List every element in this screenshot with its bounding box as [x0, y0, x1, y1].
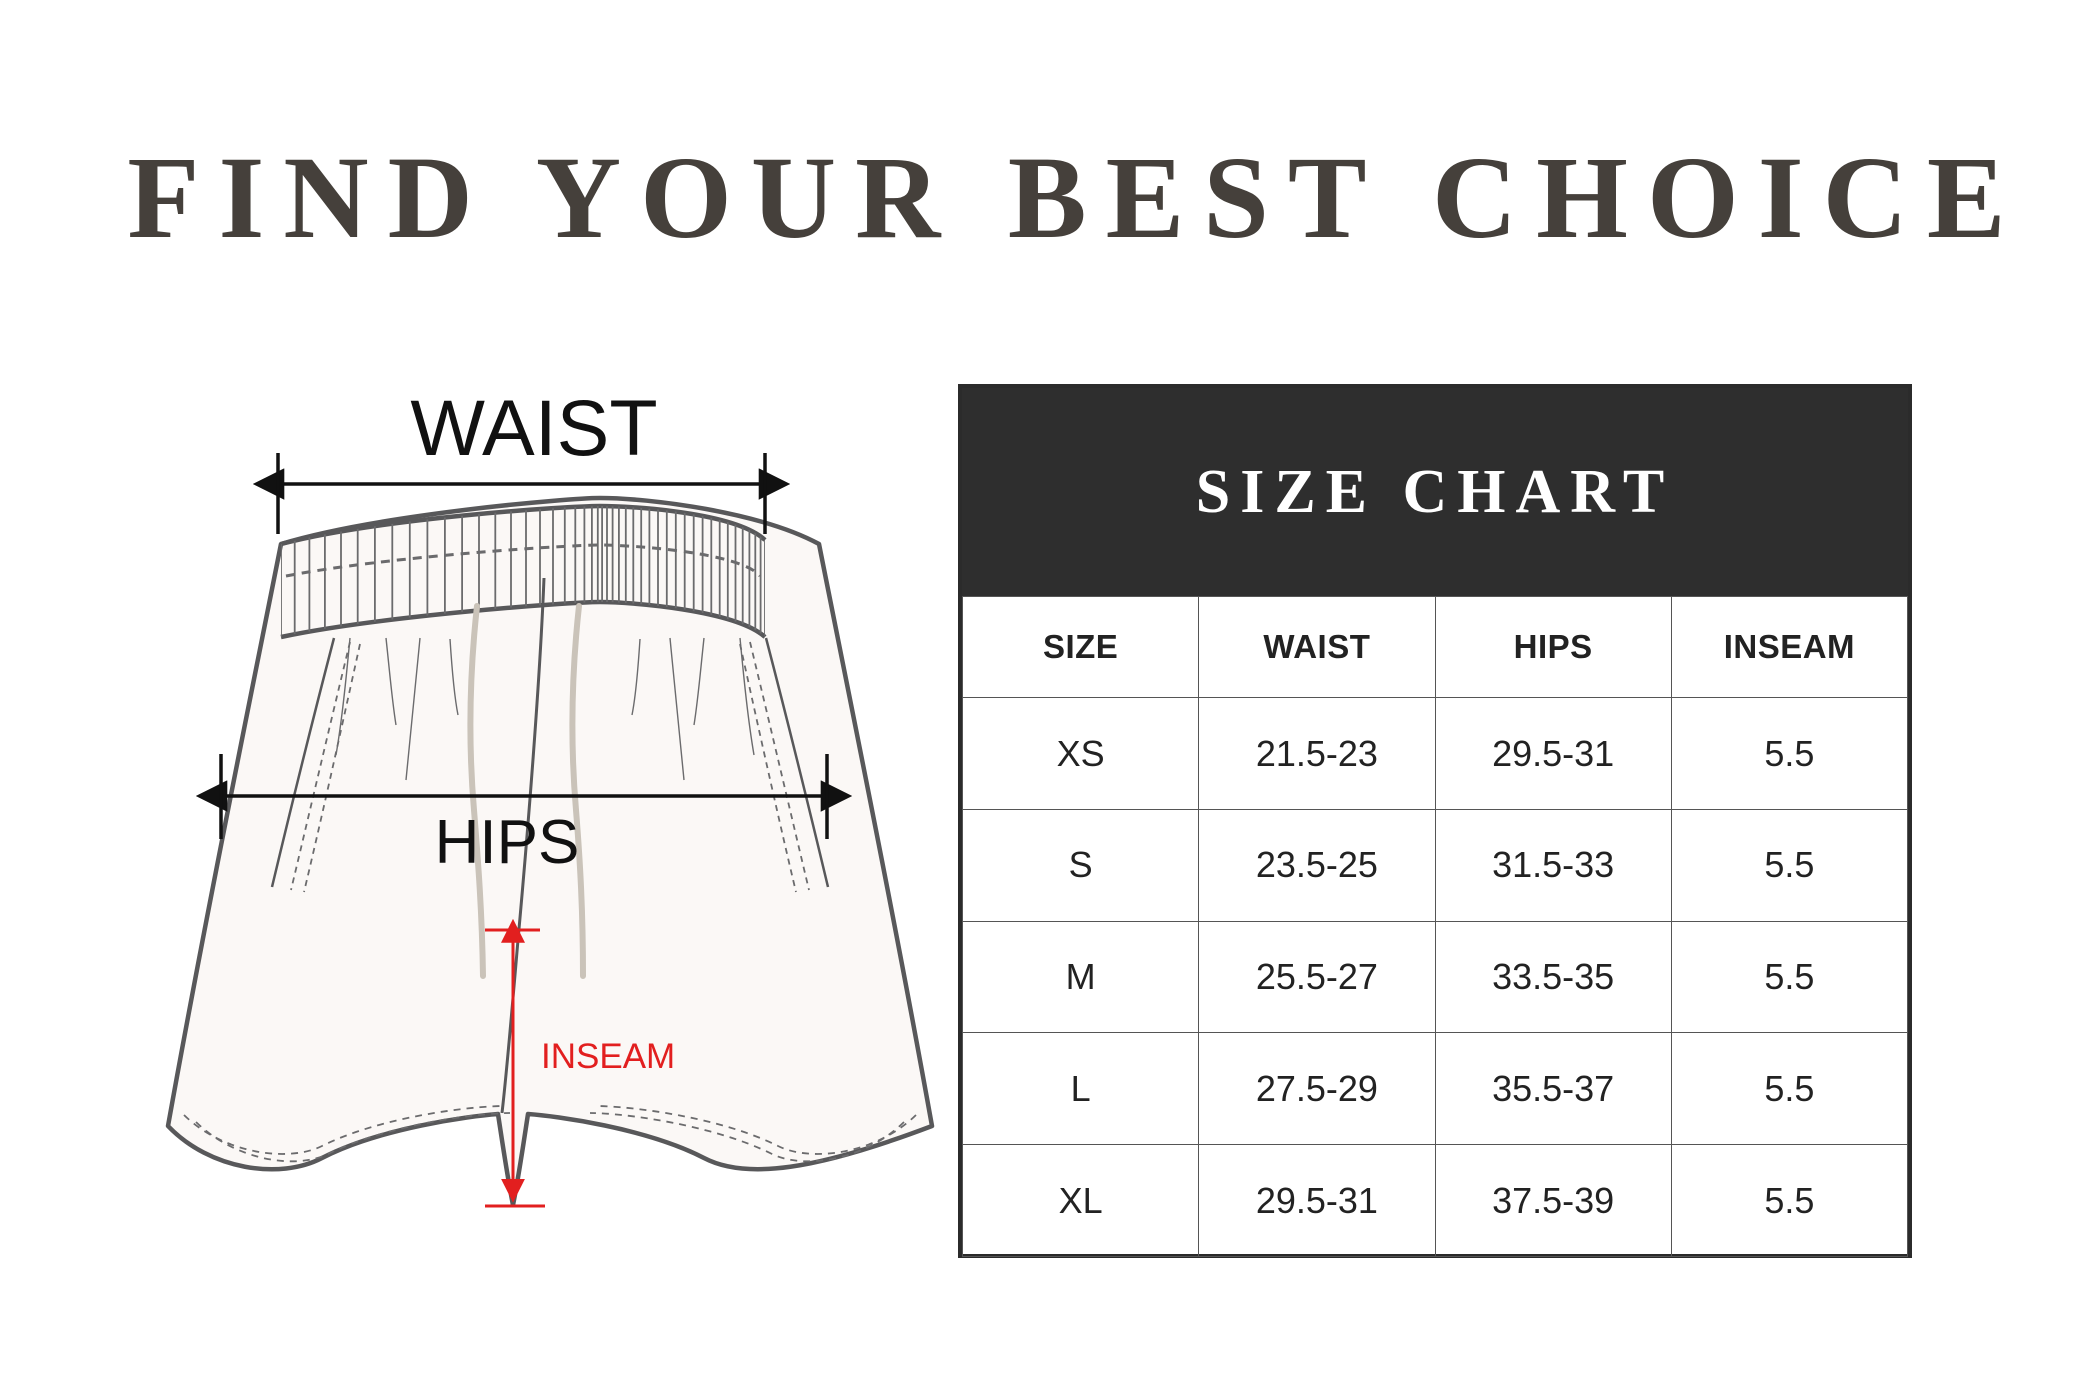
- svg-text:WAIST: WAIST: [410, 383, 657, 472]
- svg-text:INSEAM: INSEAM: [541, 1037, 675, 1076]
- svg-text:HIPS: HIPS: [435, 808, 580, 877]
